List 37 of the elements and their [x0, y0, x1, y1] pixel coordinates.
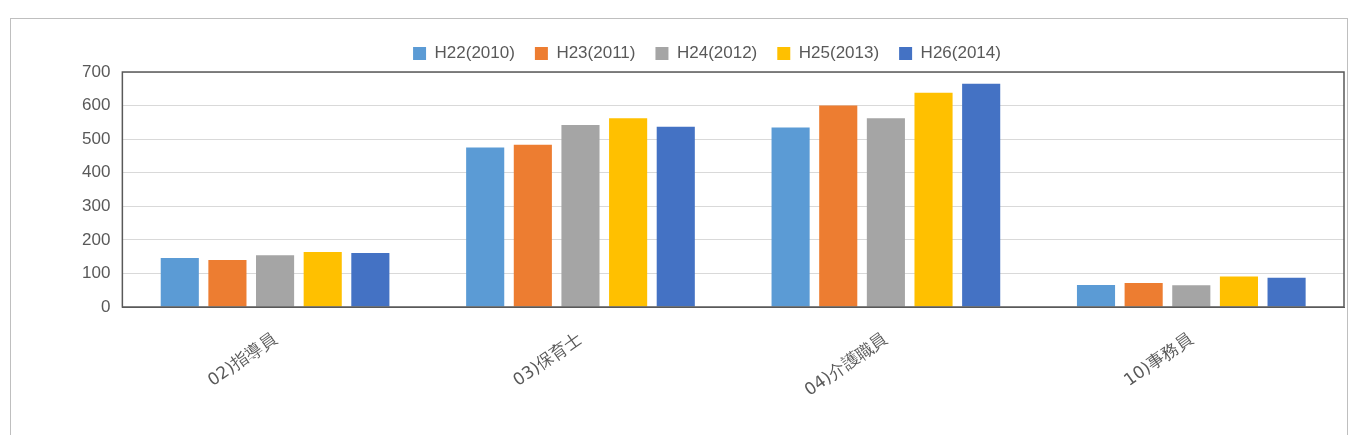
- bar: [1172, 285, 1211, 307]
- bar: [1124, 282, 1163, 307]
- x-tick-label: 03)保育士: [508, 327, 586, 390]
- y-tick-label: 400: [81, 162, 111, 182]
- bar: [1076, 284, 1116, 307]
- bar: [208, 260, 247, 307]
- bar: [561, 125, 600, 307]
- y-tick-label: 700: [81, 61, 111, 81]
- bar: [866, 118, 905, 307]
- bar: [351, 253, 390, 307]
- bar: [771, 127, 810, 307]
- x-tick-label: 10)事務員: [1119, 327, 1197, 390]
- y-tick-label: 200: [81, 229, 111, 249]
- legend-label: H22(2010): [434, 43, 515, 63]
- x-tick-label: 02)指導員: [203, 327, 280, 390]
- bar: [1219, 276, 1258, 307]
- bar: [513, 144, 552, 307]
- bar: [819, 105, 858, 307]
- y-tick-label: 300: [81, 196, 111, 216]
- legend-label: H23(2011): [556, 43, 636, 63]
- bar: [962, 83, 1001, 307]
- legend-label: H25(2013): [798, 43, 880, 63]
- bar: [656, 126, 695, 307]
- bar: [914, 92, 953, 307]
- x-tick-label: 04)介護職員: [800, 327, 891, 400]
- bar: [466, 147, 505, 307]
- bar: [609, 118, 648, 307]
- y-tick-label: 500: [81, 128, 111, 148]
- legend-label: H26(2014): [920, 43, 1001, 63]
- y-tick-label: 0: [100, 296, 111, 316]
- legend-label: H24(2012): [676, 43, 758, 63]
- bar: [256, 255, 295, 307]
- y-tick-label: 600: [81, 95, 111, 115]
- y-tick-label: 100: [81, 263, 111, 283]
- bar: [1267, 277, 1306, 307]
- bar: [303, 252, 342, 307]
- bar: [160, 258, 199, 307]
